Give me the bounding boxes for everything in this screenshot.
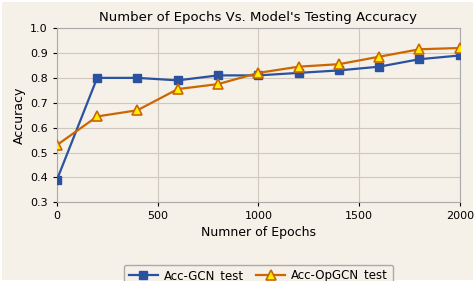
Acc-GCN_test	[54, 178, 60, 182]
Acc-GCN_test	[417, 58, 422, 61]
Acc-OpGCN_test	[417, 47, 422, 51]
Acc-GCN_test	[255, 74, 261, 77]
Acc-OpGCN_test	[296, 65, 301, 68]
Acc-GCN_test	[376, 65, 382, 68]
Acc-OpGCN_test	[255, 71, 261, 74]
Title: Number of Epochs Vs. Model's Testing Accuracy: Number of Epochs Vs. Model's Testing Acc…	[100, 11, 417, 24]
Acc-GCN_test	[215, 74, 221, 77]
Acc-OpGCN_test	[376, 55, 382, 58]
Acc-GCN_test	[296, 71, 301, 74]
Acc-GCN_test	[135, 76, 140, 80]
Acc-GCN_test	[336, 69, 342, 72]
X-axis label: Numner of Epochs: Numner of Epochs	[201, 226, 316, 239]
Acc-OpGCN_test	[94, 115, 100, 118]
Acc-OpGCN_test	[135, 108, 140, 112]
Acc-OpGCN_test	[175, 87, 181, 91]
Acc-GCN_test	[94, 76, 100, 80]
Y-axis label: Accuracy: Accuracy	[13, 87, 26, 144]
Acc-OpGCN_test	[215, 82, 221, 86]
Line: Acc-GCN_test: Acc-GCN_test	[53, 52, 464, 184]
Acc-GCN_test	[457, 54, 463, 57]
Acc-OpGCN_test	[336, 62, 342, 66]
Acc-OpGCN_test	[54, 143, 60, 147]
Legend: Acc-GCN_test, Acc-OpGCN_test: Acc-GCN_test, Acc-OpGCN_test	[124, 265, 393, 281]
Acc-GCN_test	[175, 79, 181, 82]
Line: Acc-OpGCN_test: Acc-OpGCN_test	[52, 43, 465, 150]
Acc-OpGCN_test	[457, 46, 463, 50]
